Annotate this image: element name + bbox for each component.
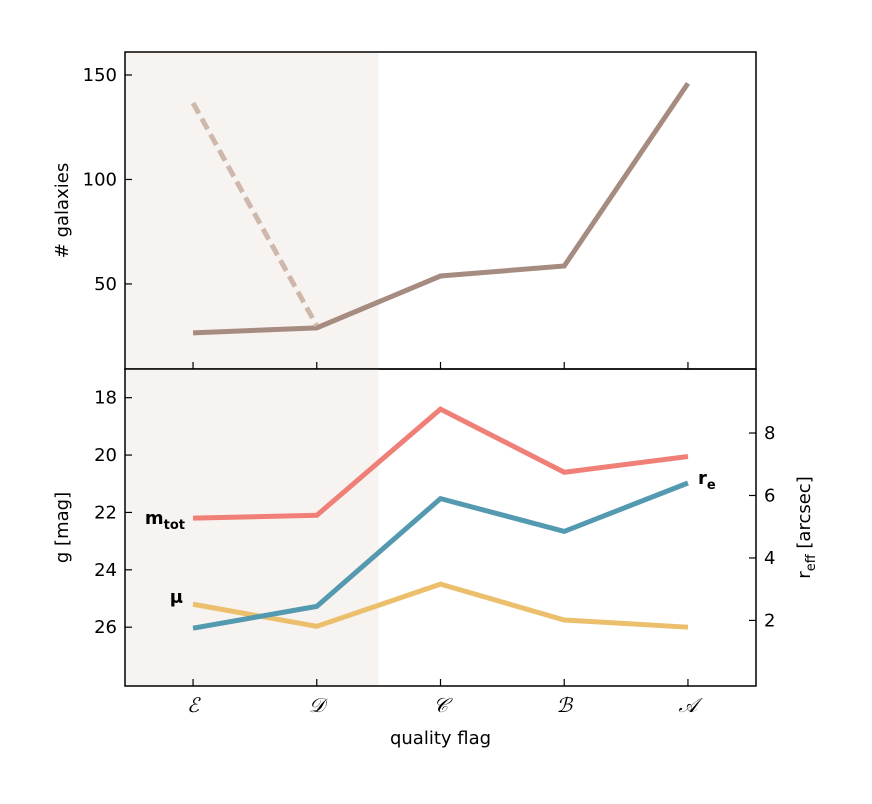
series-label-main: m <box>145 508 164 529</box>
y2-tick-label: 8 <box>764 423 775 444</box>
series-label: μ <box>170 587 183 608</box>
y-axis-label: # galaxies <box>52 163 73 258</box>
y-tick-label: 22 <box>94 502 117 523</box>
x-tick-label: 𝒜 <box>678 693 703 717</box>
series-label-sub: e <box>707 478 716 493</box>
series-label-sub: tot <box>164 518 185 533</box>
series-line <box>192 406 689 521</box>
series-label: re <box>698 468 716 493</box>
y2-axis-label-rest: [arcsec] <box>794 476 815 554</box>
x-tick-label: ℬ <box>556 693 573 717</box>
series-line <box>192 480 689 631</box>
y2-tick-label: 2 <box>764 610 775 631</box>
shaded-region <box>125 369 379 686</box>
y2-axis-label-sub: eff <box>804 553 819 571</box>
y-tick-label: 50 <box>94 274 117 295</box>
series-line <box>190 101 319 327</box>
y-axis-label: g [mag] <box>52 492 73 563</box>
y2-tick-label: 6 <box>764 485 775 506</box>
y2-tick-label: 4 <box>764 548 775 569</box>
series-label-main: μ <box>170 587 183 608</box>
series-label: mtot <box>145 508 185 533</box>
x-tick-label: 𝒟 <box>309 693 329 717</box>
y-tick-label: 150 <box>83 65 117 86</box>
y-tick-label: 20 <box>94 445 117 466</box>
series-line <box>192 81 691 336</box>
series-label-main: r <box>698 468 707 489</box>
y-tick-label: 18 <box>94 388 117 409</box>
y2-axis-label-main: r <box>794 571 815 579</box>
shaded-region <box>125 52 379 369</box>
y2-axis-label: reff [arcsec] <box>794 476 819 578</box>
y-tick-label: 100 <box>83 169 117 190</box>
x-tick-label: ℰ <box>187 693 201 717</box>
x-tick-label: 𝒞 <box>433 693 453 717</box>
series-line <box>192 581 689 630</box>
y-tick-label: 26 <box>94 617 117 638</box>
y-tick-label: 24 <box>94 560 117 581</box>
axes-frame <box>124 368 757 687</box>
x-axis-label: quality flag <box>390 728 491 749</box>
